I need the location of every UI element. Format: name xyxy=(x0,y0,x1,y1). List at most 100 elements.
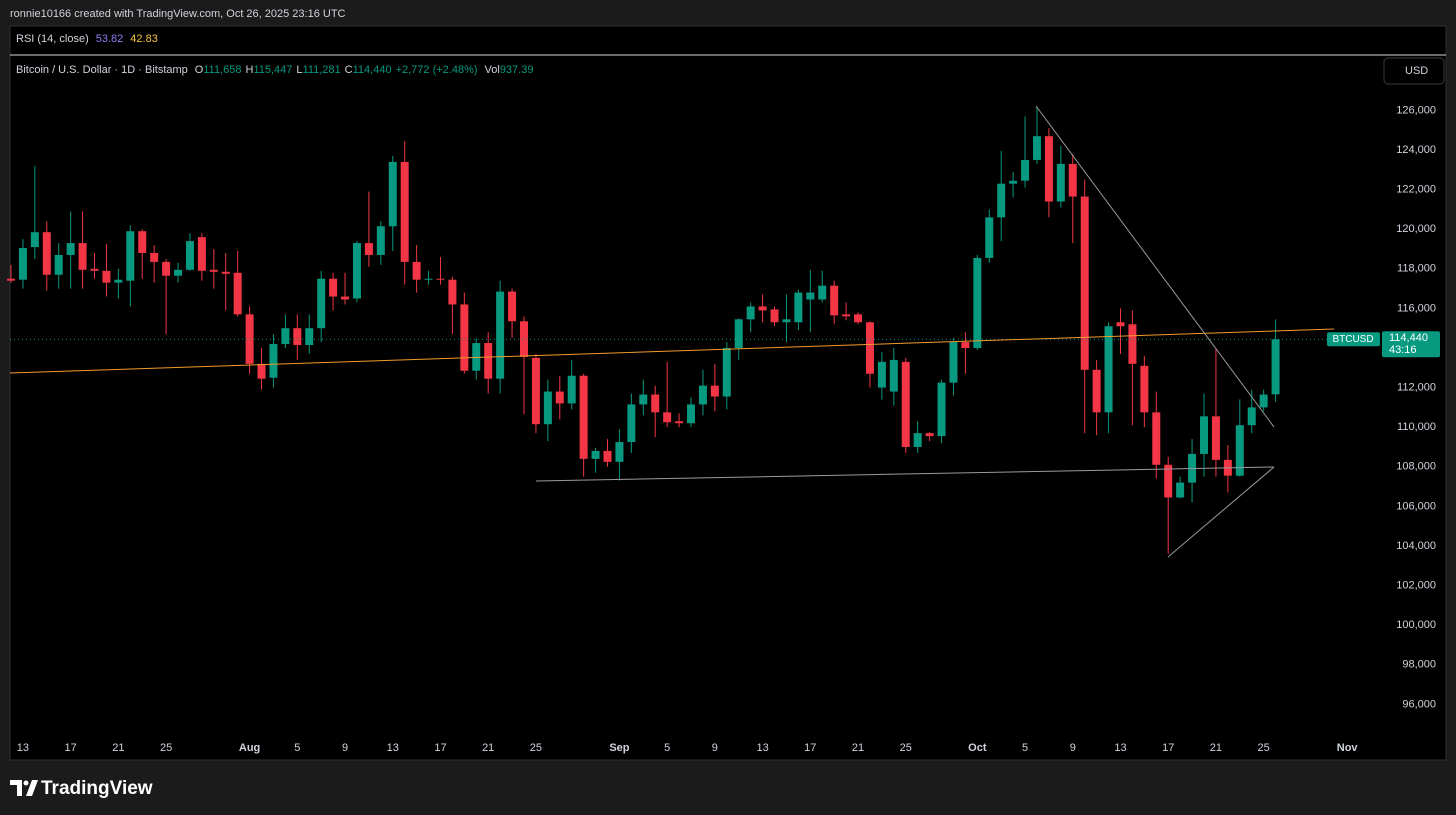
low-value: 111,281 xyxy=(303,64,341,76)
candle-body xyxy=(531,357,540,425)
low-letter: L xyxy=(296,64,302,76)
candle-body xyxy=(54,254,63,275)
candle-body xyxy=(985,217,994,258)
symbol-tag xyxy=(1327,332,1380,347)
candle-body xyxy=(376,226,385,255)
logo: TradingView xyxy=(10,778,153,799)
candle-body xyxy=(1092,369,1101,413)
x-tick-label: 9 xyxy=(712,742,718,754)
trend-line xyxy=(9,328,1335,374)
candle-body xyxy=(102,270,111,283)
candle-body xyxy=(782,319,791,323)
plot xyxy=(7,106,1380,554)
candle-body xyxy=(233,272,242,315)
brand: TradingView xyxy=(41,778,153,799)
attribution: ronnie10166 created with TradingView.com… xyxy=(10,8,346,20)
candle-body xyxy=(329,278,338,297)
change: +2,772 (+2.48%) xyxy=(396,64,478,76)
candle-body xyxy=(1259,394,1268,408)
currency-button[interactable] xyxy=(1383,57,1445,85)
y-tick-label: 124,000 xyxy=(1396,144,1436,156)
trend-line xyxy=(1035,105,1275,428)
candle-body xyxy=(1056,163,1065,202)
candle-body xyxy=(1044,136,1053,202)
currency[interactable]: USD xyxy=(1405,65,1428,77)
rsi-legend: RSI (14, close) 53.82 42.83 xyxy=(16,33,158,45)
candle-body xyxy=(293,328,302,346)
close-value: 114,440 xyxy=(353,64,392,76)
candle-body xyxy=(901,361,910,447)
candle-body xyxy=(66,243,75,255)
candle-body xyxy=(1140,365,1149,413)
candle-body xyxy=(317,278,326,329)
x-tick-label: Sep xyxy=(609,742,629,754)
candle-body xyxy=(1009,180,1018,184)
y-tick-label: 104,000 xyxy=(1396,540,1436,552)
price-tag xyxy=(1382,331,1440,358)
y-tick-label: 96,000 xyxy=(1402,698,1436,710)
candle-body xyxy=(305,328,314,346)
candle-body xyxy=(710,385,719,397)
x-tick-label: 25 xyxy=(530,742,542,754)
candle-body xyxy=(687,404,696,424)
candle-body xyxy=(269,344,278,378)
candle-body xyxy=(352,243,361,299)
candle-body xyxy=(18,248,27,280)
x-tick-label: 25 xyxy=(160,742,172,754)
x-tick-label: 17 xyxy=(804,742,816,754)
x-tick-label: Nov xyxy=(1337,742,1359,754)
x-tick-label: 9 xyxy=(1070,742,1076,754)
candle-body xyxy=(627,404,636,443)
x-tick-label: 9 xyxy=(342,742,348,754)
candle-body xyxy=(472,343,481,371)
candle-body xyxy=(746,306,755,320)
candle-body xyxy=(842,314,851,317)
x-tick-label: 17 xyxy=(65,742,77,754)
candle-body xyxy=(388,161,397,227)
y-tick-label: 120,000 xyxy=(1396,223,1436,235)
candle-body xyxy=(615,442,624,462)
candle-body xyxy=(1271,339,1280,395)
candle-body xyxy=(961,342,970,349)
candle-body xyxy=(1211,416,1220,460)
candle-body xyxy=(126,231,135,281)
x-tick-label: 25 xyxy=(900,742,912,754)
x-tick-label: 21 xyxy=(1210,742,1222,754)
candle-body xyxy=(364,243,373,255)
x-tick-label: 13 xyxy=(387,742,399,754)
candle-body xyxy=(448,279,457,305)
vol-letter: Vol xyxy=(485,64,500,76)
candle-body xyxy=(150,252,159,262)
y-tick-label: 100,000 xyxy=(1396,619,1436,631)
candle-body xyxy=(770,309,779,323)
y-tick-label: 116,000 xyxy=(1397,302,1436,314)
x-tick-label: 13 xyxy=(1114,742,1126,754)
x-tick-label: 21 xyxy=(482,742,494,754)
x-tick-label: 5 xyxy=(1022,742,1028,754)
candle-body xyxy=(1068,163,1077,197)
candle-body xyxy=(138,231,147,253)
candle-body xyxy=(567,375,576,404)
candle-body xyxy=(197,237,206,271)
candle-body xyxy=(663,412,672,423)
trend-line xyxy=(535,466,1275,482)
candle-body xyxy=(639,394,648,405)
candle-body xyxy=(830,285,839,316)
candle-body xyxy=(484,343,493,379)
rsi-value: 42.83 xyxy=(130,33,158,45)
candle-body xyxy=(174,269,183,276)
candle-body xyxy=(424,278,433,280)
candle-body xyxy=(794,292,803,323)
x-tick-label: 21 xyxy=(852,742,864,754)
high-value: 115,447 xyxy=(253,64,292,76)
candle-body xyxy=(114,279,123,283)
candle-body xyxy=(1080,196,1089,370)
candle-body xyxy=(281,328,290,345)
trend-line xyxy=(1167,466,1275,558)
symbol-legend: Bitcoin / U.S. Dollar · 1D · Bitstamp O11… xyxy=(16,64,533,76)
price-labels: 96,000 98,000 100,000 102,000 104,000 106,000… xyxy=(17,104,1440,754)
candle-body xyxy=(1247,407,1256,426)
rsi-label: RSI (14, close) xyxy=(16,33,89,45)
candle-body xyxy=(162,261,171,276)
candle-body xyxy=(937,382,946,437)
